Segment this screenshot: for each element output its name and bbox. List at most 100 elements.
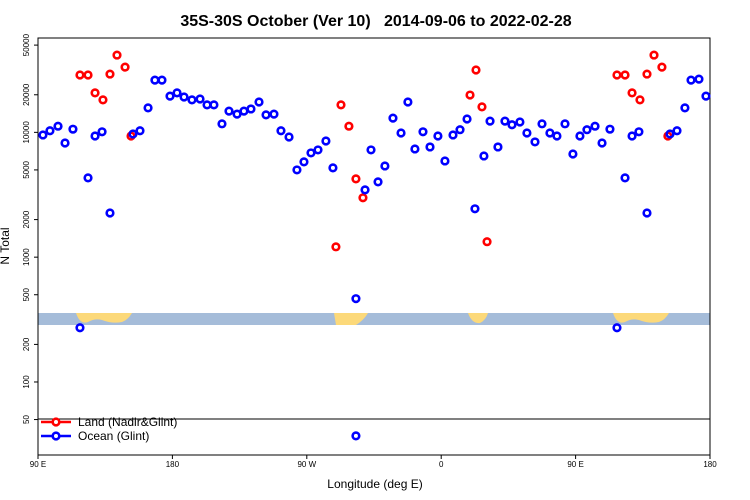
data-point xyxy=(321,136,331,146)
data-point xyxy=(462,114,472,124)
data-point xyxy=(482,237,492,247)
data-point xyxy=(83,70,93,80)
x-tick-label: 90 E xyxy=(567,460,583,469)
data-point xyxy=(38,130,48,140)
data-point xyxy=(143,103,153,113)
data-point xyxy=(701,91,711,101)
data-point xyxy=(358,193,368,203)
map-strip xyxy=(38,313,710,325)
data-point xyxy=(403,97,413,107)
y-tick-label: 1000 xyxy=(22,248,31,266)
data-point xyxy=(105,208,115,218)
data-point xyxy=(195,94,205,104)
data-point xyxy=(150,75,160,85)
data-point xyxy=(388,113,398,123)
data-point xyxy=(209,100,219,110)
data-point xyxy=(471,65,481,75)
data-point xyxy=(515,117,525,127)
data-point xyxy=(477,102,487,112)
legend-label: Ocean (Glint) xyxy=(78,429,149,443)
data-point xyxy=(380,161,390,171)
data-point xyxy=(568,149,578,159)
data-point xyxy=(299,157,309,167)
data-point xyxy=(465,90,475,100)
land-shape xyxy=(613,313,669,323)
data-point xyxy=(261,110,271,120)
data-point xyxy=(373,177,383,187)
data-point xyxy=(470,204,480,214)
data-point xyxy=(344,121,354,131)
data-point xyxy=(620,70,630,80)
data-point xyxy=(627,131,637,141)
legend-marker xyxy=(51,431,61,441)
data-point xyxy=(500,116,510,126)
land-shape xyxy=(334,313,368,325)
y-tick-label: 2000 xyxy=(22,210,31,228)
data-point xyxy=(336,100,346,110)
data-point xyxy=(649,50,659,60)
data-point xyxy=(530,137,540,147)
data-point xyxy=(135,126,145,136)
data-point xyxy=(45,126,55,136)
data-point xyxy=(612,323,622,333)
data-point xyxy=(612,70,622,80)
plot-frame xyxy=(37,37,711,456)
data-point xyxy=(582,125,592,135)
data-point xyxy=(157,75,167,85)
y-tick-label: 200 xyxy=(22,337,31,351)
data-point xyxy=(276,126,286,136)
data-point xyxy=(331,242,341,252)
data-point xyxy=(448,130,458,140)
data-point xyxy=(112,50,122,60)
data-point xyxy=(672,126,682,136)
data-point xyxy=(246,104,256,114)
data-point xyxy=(485,116,495,126)
data-point xyxy=(590,121,600,131)
y-tick-label: 100 xyxy=(22,375,31,389)
data-point xyxy=(75,70,85,80)
data-point xyxy=(537,119,547,129)
data-point xyxy=(90,131,100,141)
y-tick-label: 10000 xyxy=(22,121,31,144)
data-point xyxy=(479,151,489,161)
data-point xyxy=(128,129,138,139)
data-point xyxy=(328,163,338,173)
data-point xyxy=(97,127,107,137)
data-point xyxy=(620,173,630,183)
data-point xyxy=(425,142,435,152)
data-point xyxy=(665,129,675,139)
data-point xyxy=(90,88,100,98)
data-point xyxy=(83,173,93,183)
data-point xyxy=(292,165,302,175)
data-point xyxy=(545,128,555,138)
data-point xyxy=(60,138,70,148)
x-tick-label: 90 W xyxy=(297,460,316,469)
data-point xyxy=(313,145,323,155)
data-point xyxy=(605,124,615,134)
data-point xyxy=(642,69,652,79)
y-tick-label: 500 xyxy=(22,288,31,302)
x-axis-label: Longitude (deg E) xyxy=(327,477,422,491)
data-point xyxy=(269,109,279,119)
land-shape xyxy=(76,313,132,323)
data-point xyxy=(634,127,644,137)
data-point xyxy=(657,62,667,72)
data-point xyxy=(217,119,227,129)
data-point xyxy=(507,120,517,130)
data-point xyxy=(597,138,607,148)
data-point xyxy=(686,75,696,85)
data-point xyxy=(120,62,130,72)
data-point xyxy=(433,131,443,141)
data-point xyxy=(552,131,562,141)
data-point xyxy=(172,88,182,98)
legend-label: Land (Nadir&Glint) xyxy=(78,415,177,429)
data-point xyxy=(410,144,420,154)
x-tick-label: 180 xyxy=(166,460,180,469)
data-point xyxy=(455,125,465,135)
y-tick-label: 20000 xyxy=(22,83,31,106)
legend-marker xyxy=(51,417,61,427)
data-point xyxy=(627,88,637,98)
data-point xyxy=(68,124,78,134)
data-point xyxy=(493,142,503,152)
